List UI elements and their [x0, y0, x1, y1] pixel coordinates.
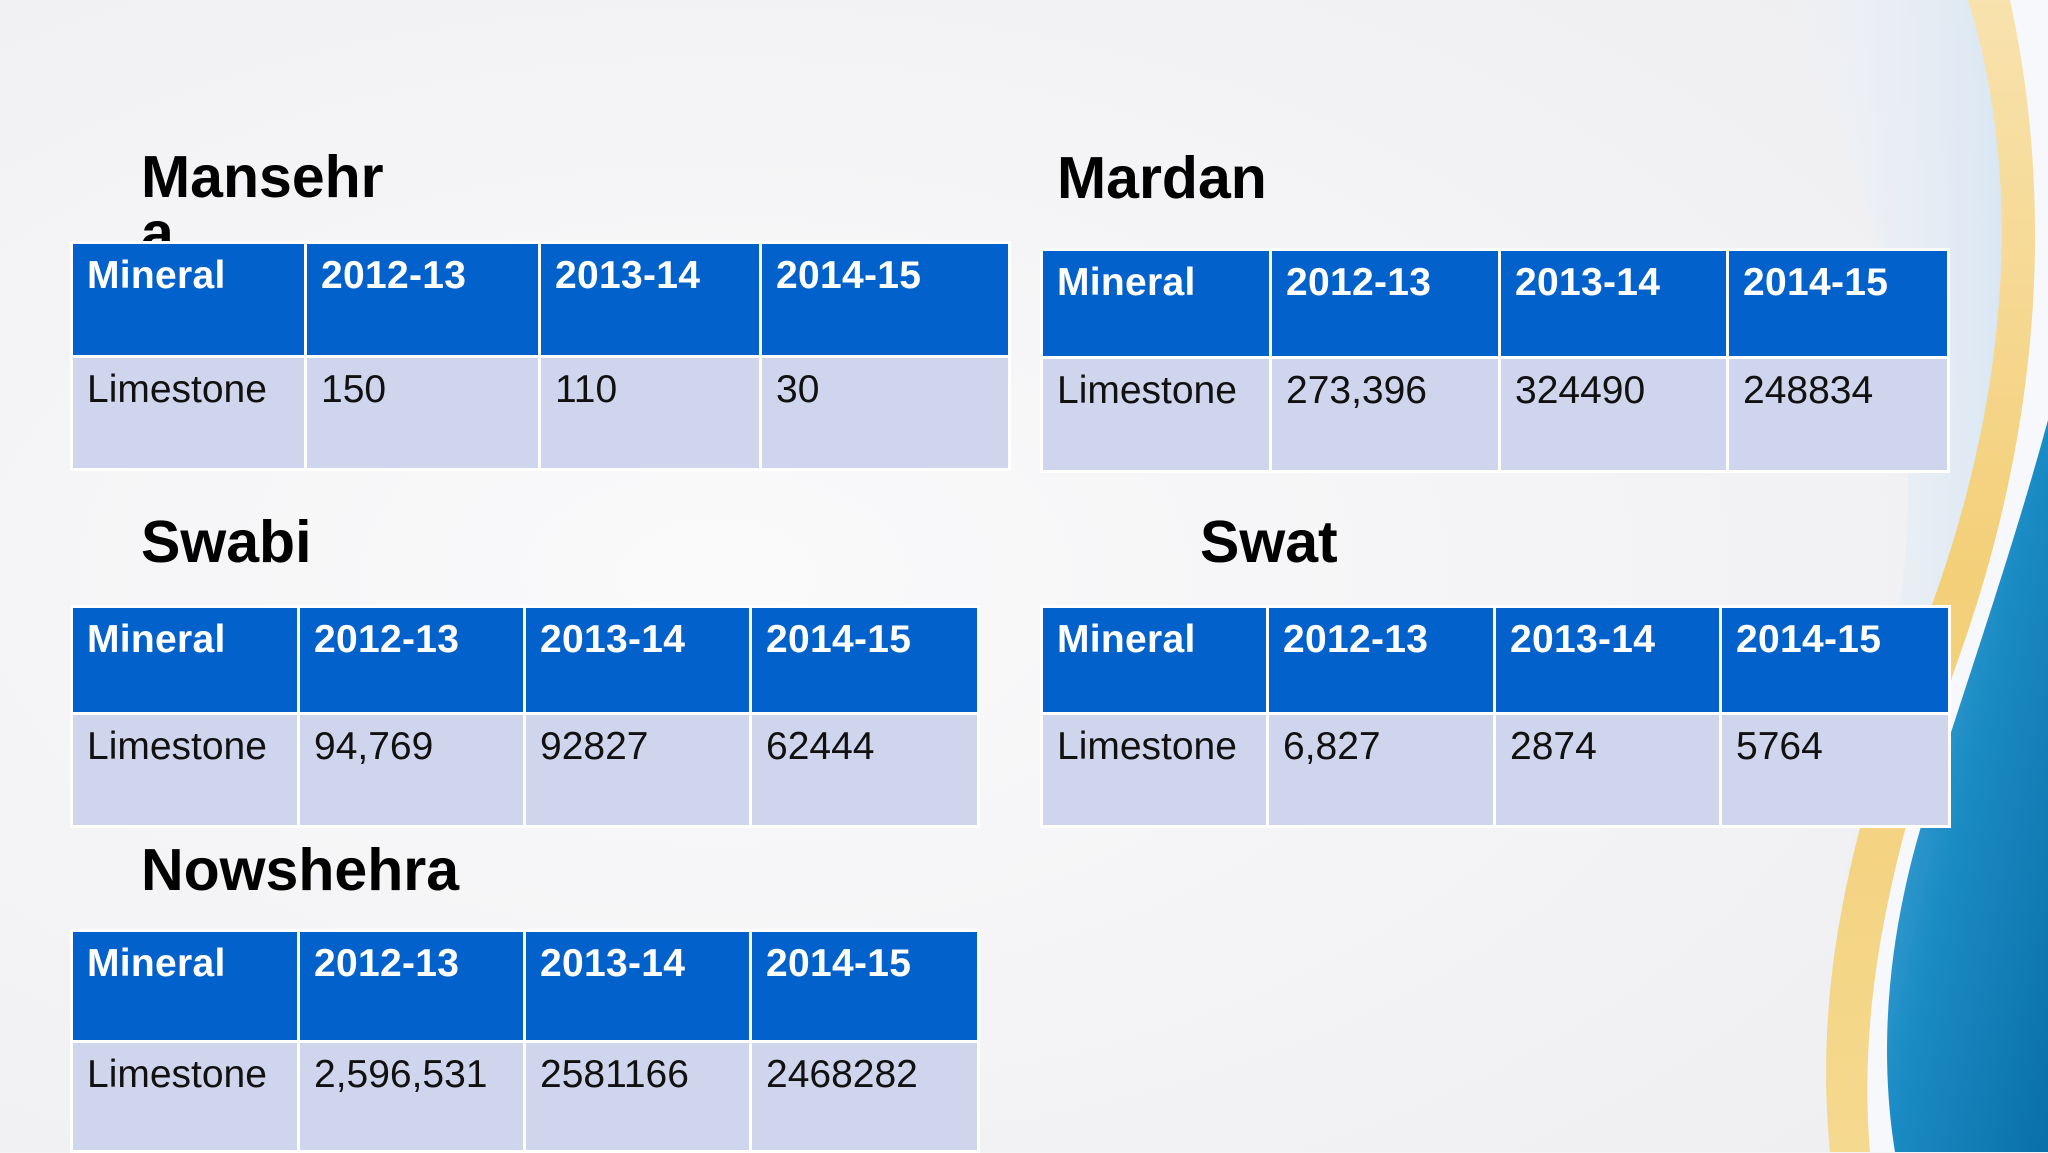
title-swabi: Swabi	[141, 509, 312, 575]
table-header-row: Mineral 2012-13 2013-14 2014-15	[70, 605, 980, 715]
table-swabi: Mineral 2012-13 2013-14 2014-15 Limeston…	[70, 605, 980, 828]
table-row: Limestone 150 110 30	[70, 355, 1011, 471]
table-header-row: Mineral 2012-13 2013-14 2014-15	[70, 241, 1011, 358]
cell-mineral: Limestone	[1040, 712, 1269, 828]
header-2014-15: 2014-15	[1726, 248, 1950, 359]
header-2012-13: 2012-13	[1269, 248, 1501, 359]
header-2014-15: 2014-15	[749, 605, 980, 715]
table-nowshehra: Mineral 2012-13 2013-14 2014-15 Limeston…	[70, 929, 980, 1153]
cell-2012-13: 6,827	[1266, 712, 1496, 828]
cell-mineral: Limestone	[70, 712, 300, 828]
table-header-row: Mineral 2012-13 2013-14 2014-15	[70, 929, 980, 1043]
header-mineral: Mineral	[70, 605, 300, 715]
cell-2014-15: 62444	[749, 712, 980, 828]
cell-2013-14: 110	[538, 355, 762, 471]
header-mineral: Mineral	[70, 929, 300, 1043]
header-2013-14: 2013-14	[538, 241, 762, 358]
cell-2012-13: 150	[304, 355, 541, 471]
header-2012-13: 2012-13	[304, 241, 541, 358]
header-2013-14: 2013-14	[523, 605, 752, 715]
header-2012-13: 2012-13	[297, 929, 526, 1043]
header-2012-13: 2012-13	[297, 605, 526, 715]
header-2014-15: 2014-15	[759, 241, 1011, 358]
cell-2014-15: 5764	[1719, 712, 1951, 828]
header-2013-14: 2013-14	[1498, 248, 1729, 359]
table-row: Limestone 2,596,531 2581166 2468282	[70, 1040, 980, 1153]
table-row: Limestone 273,396 324490 248834	[1040, 356, 1950, 473]
cell-mineral: Limestone	[70, 355, 307, 471]
cell-2012-13: 2,596,531	[297, 1040, 526, 1153]
header-mineral: Mineral	[1040, 248, 1272, 359]
header-mineral: Mineral	[70, 241, 307, 358]
table-mansehra: Mineral 2012-13 2013-14 2014-15 Limeston…	[70, 241, 1011, 471]
table-row: Limestone 94,769 92827 62444	[70, 712, 980, 828]
header-2014-15: 2014-15	[749, 929, 980, 1043]
cell-2014-15: 248834	[1726, 356, 1950, 473]
title-swat: Swat	[1200, 509, 1338, 575]
cell-2013-14: 2581166	[523, 1040, 752, 1153]
cell-mineral: Limestone	[70, 1040, 300, 1153]
cell-2013-14: 324490	[1498, 356, 1729, 473]
cell-2014-15: 2468282	[749, 1040, 980, 1153]
table-header-row: Mineral 2012-13 2013-14 2014-15	[1040, 605, 1951, 715]
cell-2012-13: 94,769	[297, 712, 526, 828]
title-nowshehra: Nowshehra	[141, 837, 460, 903]
table-header-row: Mineral 2012-13 2013-14 2014-15	[1040, 248, 1950, 359]
cell-2012-13: 273,396	[1269, 356, 1501, 473]
header-2012-13: 2012-13	[1266, 605, 1496, 715]
cell-2013-14: 2874	[1493, 712, 1722, 828]
header-mineral: Mineral	[1040, 605, 1269, 715]
cell-mineral: Limestone	[1040, 356, 1272, 473]
header-2013-14: 2013-14	[1493, 605, 1722, 715]
table-swat: Mineral 2012-13 2013-14 2014-15 Limeston…	[1040, 605, 1951, 828]
table-mardan: Mineral 2012-13 2013-14 2014-15 Limeston…	[1040, 248, 1950, 473]
cell-2013-14: 92827	[523, 712, 752, 828]
header-2014-15: 2014-15	[1719, 605, 1951, 715]
title-mardan: Mardan	[1057, 145, 1267, 211]
cell-2014-15: 30	[759, 355, 1011, 471]
header-2013-14: 2013-14	[523, 929, 752, 1043]
table-row: Limestone 6,827 2874 5764	[1040, 712, 1951, 828]
